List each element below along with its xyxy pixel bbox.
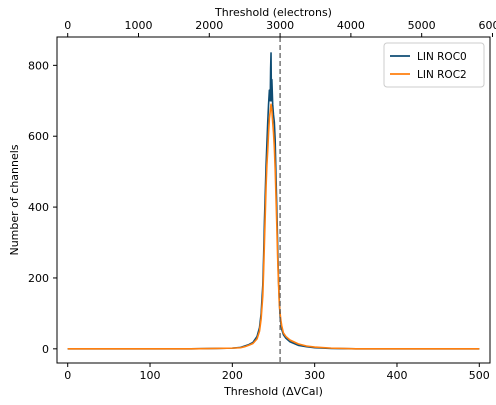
legend: LIN ROC0 LIN ROC2 [383, 42, 485, 88]
legend-label: LIN ROC2 [417, 69, 467, 81]
top-axis-title: Threshold (electrons) [214, 6, 332, 19]
x-tick-label: 500 [469, 369, 490, 382]
x-axis-title: Threshold (ΔVCal) [223, 385, 323, 398]
x-tick-label: 200 [222, 369, 243, 382]
top-tick-label: 5000 [408, 19, 436, 32]
legend-label: LIN ROC0 [417, 51, 467, 63]
top-tick-label: 2000 [195, 19, 223, 32]
y-tick-label: 200 [28, 272, 49, 285]
legend-box [383, 42, 485, 88]
top-tick-label: 1000 [124, 19, 152, 32]
series-layer [67, 52, 480, 350]
top-tick-label: 4000 [337, 19, 365, 32]
x-tick-label: 0 [64, 369, 71, 382]
y-tick-label: 600 [28, 130, 49, 143]
y-axis-title: Number of channels [8, 144, 21, 255]
series-line-1 [67, 52, 480, 350]
axes-layer: 0 100 200 300 400 5000 1000 2000 3000 4000 5000 600… [28, 19, 496, 382]
x-tick-label: 400 [386, 369, 407, 382]
series-line-2 [67, 103, 480, 350]
plot-frame [56, 36, 491, 364]
top-tick-label: 0 [64, 19, 71, 32]
x-tick-label: 100 [140, 369, 161, 382]
y-tick-label: 400 [28, 201, 49, 214]
y-tick-label: 800 [28, 59, 49, 72]
top-tick-label: 3000 [266, 19, 294, 32]
y-tick-label: 0 [42, 343, 49, 356]
x-tick-label: 300 [304, 369, 325, 382]
